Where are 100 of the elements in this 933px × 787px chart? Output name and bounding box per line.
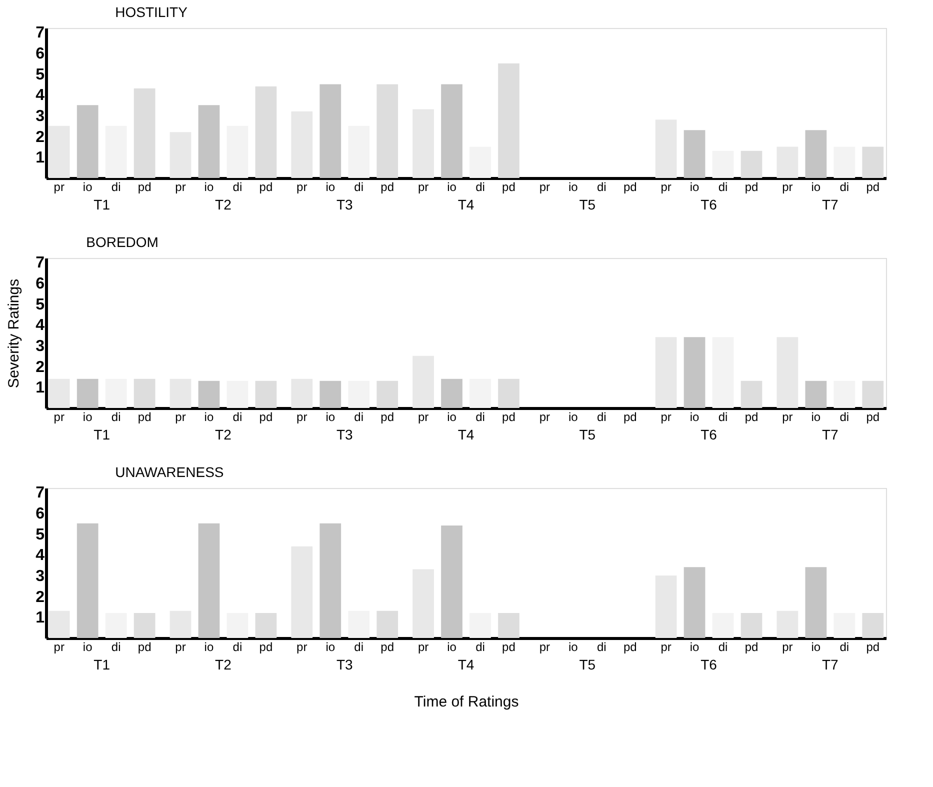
bar (320, 380, 342, 408)
x-tick-label: T4 (458, 656, 474, 672)
x-tick-label: T4 (458, 196, 474, 212)
text: pd (744, 410, 758, 424)
bar (740, 380, 762, 408)
bar (76, 378, 98, 408)
bar (441, 378, 462, 408)
y-tick-label: 5 (36, 296, 45, 314)
text: pr (296, 410, 308, 424)
series-label: pd (138, 180, 152, 194)
bar (291, 378, 313, 408)
text: pd (623, 180, 637, 194)
text: io (690, 640, 700, 654)
x-tick-label: T7 (822, 426, 839, 442)
bar (134, 613, 156, 638)
bar (862, 380, 884, 408)
text: io (447, 410, 456, 424)
text: pd (866, 410, 880, 424)
bar (376, 610, 398, 638)
text: di (354, 410, 364, 424)
y-tick-label: 3 (36, 338, 45, 355)
y-tick-label: 5 (36, 526, 45, 544)
bar (255, 613, 277, 638)
text: pr (782, 640, 793, 654)
bar (105, 378, 127, 408)
chart-title: HOSTILITY (115, 4, 188, 20)
series-label: pd (138, 410, 152, 424)
y-tick-label: 3 (36, 568, 45, 585)
text: pd (744, 180, 758, 194)
bar (776, 337, 798, 408)
y-axis-title: Severity Ratings (6, 278, 23, 388)
series-label: di (111, 410, 121, 424)
text: di (354, 180, 364, 194)
text: di (596, 410, 606, 424)
text: pd (623, 410, 637, 424)
x-tick-label: T2 (215, 426, 232, 442)
series-label: pr (54, 640, 64, 654)
bar (862, 613, 884, 638)
bar (712, 613, 734, 638)
text: io (811, 410, 821, 424)
bar (320, 84, 342, 178)
bar (198, 380, 220, 408)
y-tick-label: 6 (36, 276, 45, 292)
series-label: io (82, 640, 93, 654)
text: di (718, 410, 728, 424)
text: pr (782, 410, 793, 424)
y-tick-label: 6 (36, 506, 45, 522)
y-tick-label: 7 (36, 254, 45, 272)
x-tick-label: T3 (336, 426, 353, 442)
text: pr (418, 180, 429, 194)
text: pr (782, 180, 793, 194)
text: pd (259, 640, 273, 654)
series-label: pr (54, 410, 64, 424)
x-tick-label: T1 (94, 656, 110, 672)
bar (712, 337, 734, 408)
bar (470, 613, 491, 638)
bar (412, 356, 434, 408)
y-tick-label: 3 (36, 108, 45, 125)
series-label: io (82, 410, 93, 424)
series-label: di (111, 640, 121, 654)
text: io (690, 180, 700, 194)
text: pr (418, 640, 429, 654)
bar (255, 86, 277, 178)
y-tick-label: 1 (36, 610, 45, 627)
bar (348, 610, 370, 638)
bar (134, 378, 156, 408)
bar (170, 610, 192, 638)
text: io (447, 640, 456, 654)
bar (291, 111, 313, 178)
bar (684, 567, 706, 638)
x-tick-label: T2 (215, 196, 232, 212)
bar (226, 126, 248, 178)
y-tick-label: 2 (36, 588, 45, 606)
bar (170, 132, 192, 178)
bar (226, 380, 248, 408)
bar (834, 146, 856, 178)
text: io (326, 410, 336, 424)
bar (655, 337, 677, 408)
bar (198, 523, 220, 638)
bar (376, 84, 398, 178)
text: di (232, 640, 242, 654)
chart-title: BOREDOM (86, 234, 158, 250)
x-tick-label: T1 (94, 426, 110, 442)
y-tick-label: 2 (36, 358, 45, 376)
x-tick-label: T6 (700, 196, 718, 212)
text: pd (623, 640, 637, 654)
bar (805, 380, 827, 408)
x-tick-label: T6 (700, 656, 718, 672)
text: di (476, 640, 485, 654)
bar (740, 613, 762, 638)
bar (470, 378, 491, 408)
bar (376, 380, 398, 408)
y-tick-label: 4 (36, 317, 45, 334)
x-tick-label: T5 (579, 426, 596, 442)
bar (412, 109, 434, 178)
y-tick-label: 1 (36, 150, 45, 167)
bar (198, 105, 220, 178)
x-tick-label: T7 (822, 196, 839, 212)
text: io (326, 180, 336, 194)
bar (655, 576, 677, 638)
